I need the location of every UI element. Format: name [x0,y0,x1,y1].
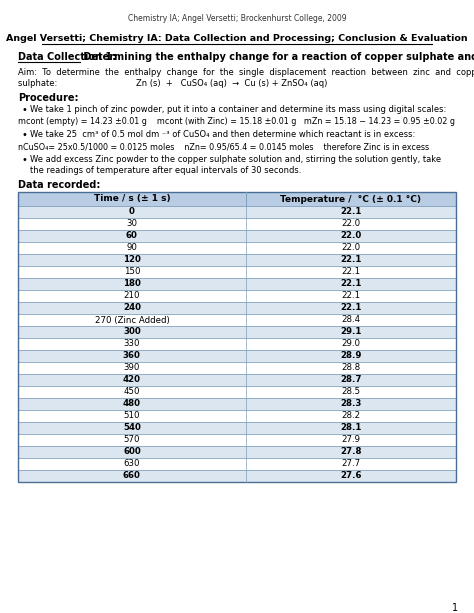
Text: 28.7: 28.7 [340,376,362,384]
Bar [18,374,456,386]
Text: 22.1: 22.1 [340,256,362,264]
Text: Data recorded:: Data recorded: [18,180,100,190]
Bar [18,458,456,470]
Text: Determining the enthalpy change for a reaction of copper sulphate and zinc.: Determining the enthalpy change for a re… [80,52,474,62]
Bar [18,434,456,446]
Text: Chemistry IA; Angel Versetti; Brockenhurst College, 2009: Chemistry IA; Angel Versetti; Brockenhur… [128,14,346,23]
Text: We take 25  cm³ of 0.5 mol dm ⁻³ of CuSO₄ and then determine which reactant is i: We take 25 cm³ of 0.5 mol dm ⁻³ of CuSO₄… [30,130,415,139]
Text: 630: 630 [124,460,140,468]
Text: mcont (empty) = 14.23 ±0.01 g    mcont (with Zinc) = 15.18 ±0.01 g   mZn = 15.18: mcont (empty) = 14.23 ±0.01 g mcont (wit… [18,117,455,126]
Bar [18,314,456,326]
Text: 270 (Zinc Added): 270 (Zinc Added) [94,316,169,324]
Text: 570: 570 [124,435,140,444]
Text: 22.0: 22.0 [341,243,360,253]
Bar [18,290,456,302]
Text: 27.9: 27.9 [341,435,360,444]
Text: We take 1 pinch of zinc powder, put it into a container and determine its mass u: We take 1 pinch of zinc powder, put it i… [30,105,446,114]
Text: 660: 660 [123,471,141,481]
Bar [18,398,456,410]
Text: 1: 1 [452,603,458,613]
Text: We add excess Zinc powder to the copper sulphate solution and, stirring the solu: We add excess Zinc powder to the copper … [30,155,441,164]
Text: 0: 0 [129,207,135,216]
Text: 540: 540 [123,424,141,433]
Text: 27.7: 27.7 [341,460,360,468]
Bar [18,326,456,338]
Text: Angel Versetti; Chemistry IA: Data Collection and Processing; Conclusion & Evalu: Angel Versetti; Chemistry IA: Data Colle… [6,34,468,43]
Text: sulphate:                              Zn (s)  +   CuSO₄ (aq)  →  Cu (s) + ZnSO₄: sulphate: Zn (s) + CuSO₄ (aq) → Cu (s) +… [18,79,328,88]
Bar [18,278,456,290]
Text: Temperature /  °C (± 0.1 °C): Temperature / °C (± 0.1 °C) [281,194,421,204]
Text: •: • [22,130,28,140]
Bar [18,338,456,350]
Text: 28.2: 28.2 [341,411,360,421]
Text: 420: 420 [123,376,141,384]
Bar [18,218,456,230]
Text: 210: 210 [124,292,140,300]
Text: 22.0: 22.0 [340,232,362,240]
Bar [18,362,456,374]
Bar [18,470,456,482]
Text: 300: 300 [123,327,141,337]
Text: 150: 150 [124,267,140,276]
Bar [18,192,456,206]
Text: 22.0: 22.0 [341,219,360,229]
Text: 480: 480 [123,400,141,408]
Bar [18,266,456,278]
Text: 22.1: 22.1 [340,303,362,313]
Text: nCuSO₄= 25x0.5/1000 = 0.0125 moles    nZn= 0.95/65.4 = 0.0145 moles    therefore: nCuSO₄= 25x0.5/1000 = 0.0125 moles nZn= … [18,142,429,151]
Text: the readings of temperature after equal intervals of 30 seconds.: the readings of temperature after equal … [30,166,301,175]
Text: 27.8: 27.8 [340,447,362,457]
Bar [18,230,456,242]
Bar [18,206,456,218]
Text: 120: 120 [123,256,141,264]
Text: 29.1: 29.1 [340,327,362,337]
Text: 28.5: 28.5 [341,387,360,397]
Bar [18,254,456,266]
Text: 22.1: 22.1 [341,292,360,300]
Text: 360: 360 [123,351,141,360]
Text: 28.4: 28.4 [341,316,360,324]
Text: 28.9: 28.9 [340,351,362,360]
Text: 22.1: 22.1 [340,280,362,289]
Bar [18,446,456,458]
Text: 240: 240 [123,303,141,313]
Text: 28.1: 28.1 [340,424,362,433]
Text: 180: 180 [123,280,141,289]
Text: 600: 600 [123,447,141,457]
Text: Data Collection 1:: Data Collection 1: [18,52,116,62]
Text: Time / s (± 1 s): Time / s (± 1 s) [93,194,170,204]
Bar [18,350,456,362]
Bar [18,192,456,482]
Bar [18,422,456,434]
Text: •: • [22,155,28,165]
Bar [18,302,456,314]
Text: 28.3: 28.3 [340,400,362,408]
Text: 22.1: 22.1 [341,267,360,276]
Text: 510: 510 [124,411,140,421]
Text: 450: 450 [124,387,140,397]
Bar [18,242,456,254]
Text: 60: 60 [126,232,138,240]
Text: 22.1: 22.1 [340,207,362,216]
Text: 28.8: 28.8 [341,364,360,373]
Text: Procedure:: Procedure: [18,93,79,103]
Text: •: • [22,105,28,115]
Text: 30: 30 [127,219,137,229]
Bar [18,410,456,422]
Text: 90: 90 [127,243,137,253]
Text: 27.6: 27.6 [340,471,362,481]
Text: 29.0: 29.0 [341,340,360,349]
Text: Aim:  To  determine  the  enthalpy  change  for  the  single  displacement  reac: Aim: To determine the enthalpy change fo… [18,68,474,77]
Bar [18,386,456,398]
Text: 330: 330 [124,340,140,349]
Text: 390: 390 [124,364,140,373]
